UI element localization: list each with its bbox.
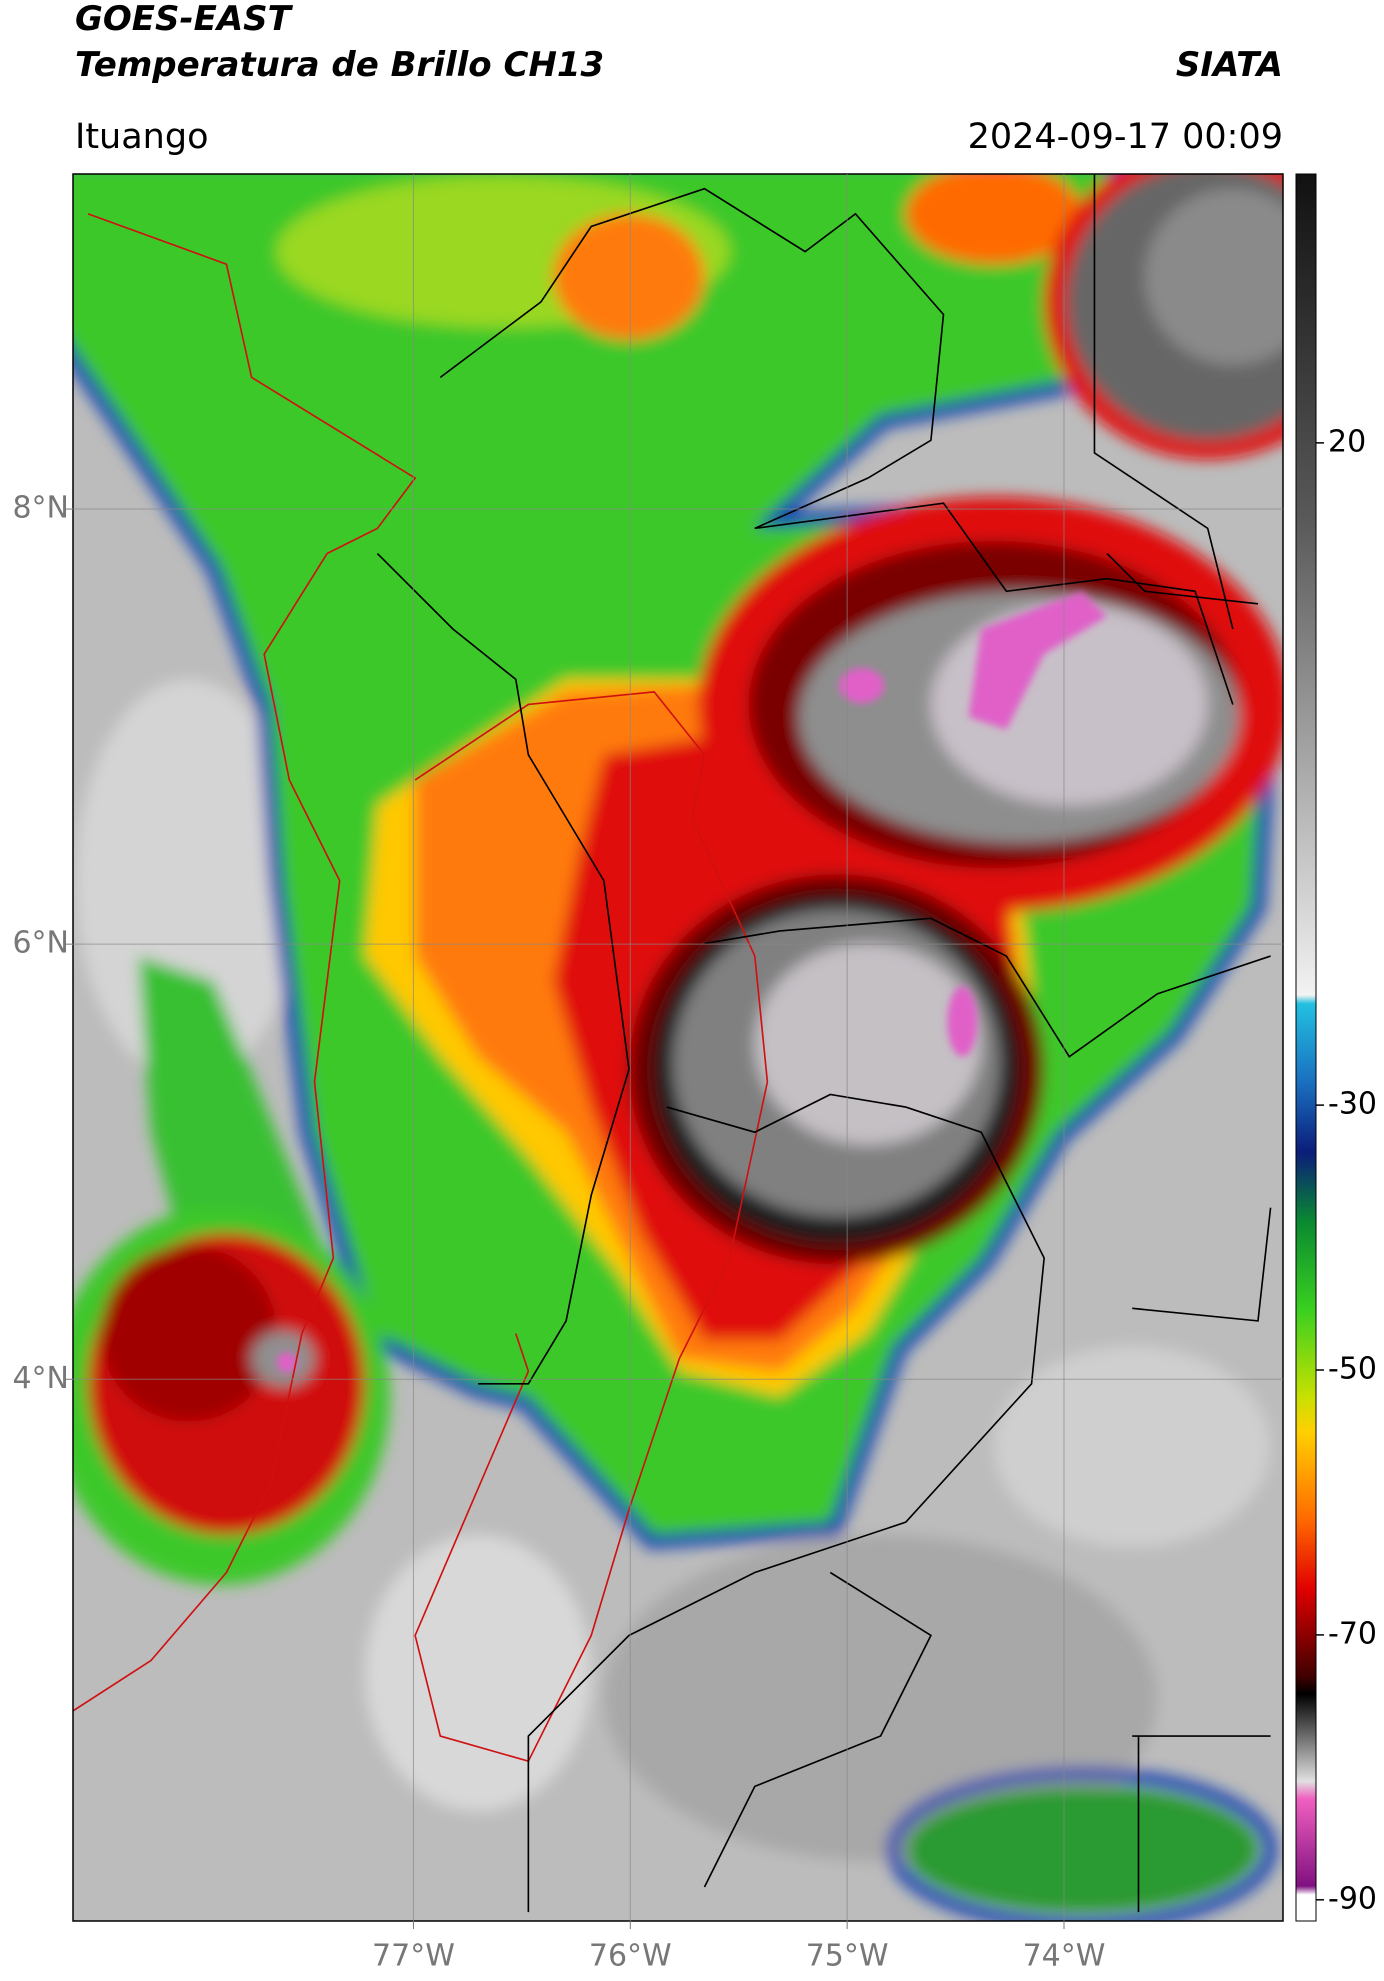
y-tick-label: 8°N bbox=[12, 491, 69, 526]
x-tick-label: 75°W bbox=[806, 1939, 889, 1974]
map-frame bbox=[72, 173, 1284, 1922]
y-tick-label: 4°N bbox=[12, 1361, 69, 1396]
timestamp: 2024-09-17 00:09 bbox=[968, 117, 1283, 157]
satellite-image bbox=[73, 174, 1283, 1921]
colorbar-tick-label: -70 bbox=[1328, 1616, 1377, 1651]
x-tick-label: 76°W bbox=[589, 1939, 672, 1974]
subtitle: Temperatura de Brillo CH13 bbox=[75, 45, 604, 85]
location: Ituango bbox=[75, 117, 209, 157]
x-tick-label: 74°W bbox=[1023, 1939, 1106, 1974]
colorbar bbox=[1295, 173, 1317, 1922]
x-tick-label: 77°W bbox=[372, 1939, 455, 1974]
source: SIATA bbox=[1176, 45, 1283, 85]
colorbar-tick-label: 20 bbox=[1328, 424, 1366, 459]
colorbar-tick-label: -90 bbox=[1328, 1881, 1377, 1916]
title: GOES-EAST bbox=[75, 0, 294, 39]
colorbar-tick-label: -50 bbox=[1328, 1352, 1377, 1387]
y-tick-label: 6°N bbox=[12, 926, 69, 961]
colorbar-tick-label: -30 bbox=[1328, 1087, 1377, 1122]
